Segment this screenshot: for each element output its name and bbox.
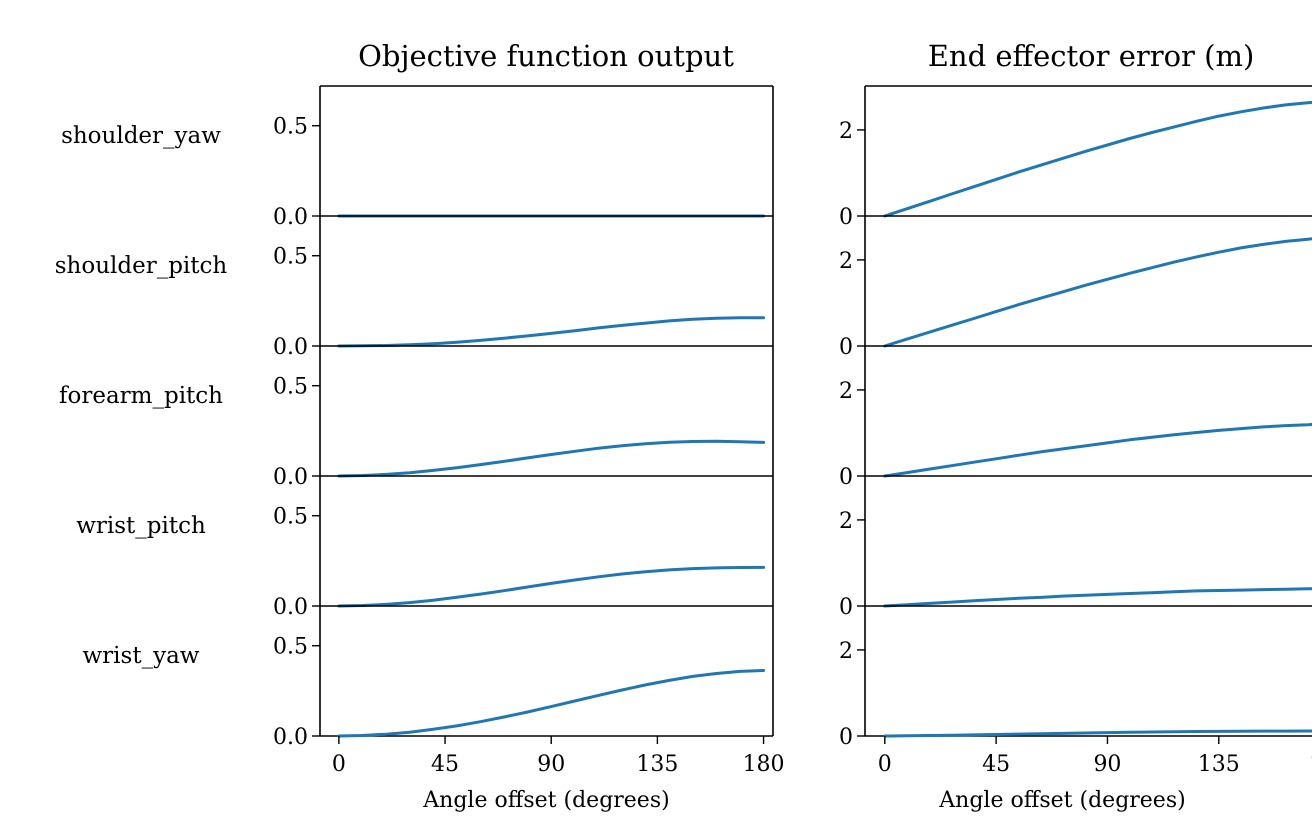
error-ytick-label-shoulder_pitch-0: 0 [839,335,853,360]
objective-ytick-label-shoulder_yaw-0: 0.0 [273,205,308,230]
objective-xtick-label-1: 45 [431,752,459,777]
error-ytick-label-shoulder_yaw-0: 0 [839,205,853,230]
error-series-line-wrist_yaw [883,729,1312,738]
objective-ytick-label-wrist_pitch-1: 0.5 [273,505,308,530]
error-ytick-label-wrist_yaw-1: 2 [839,639,853,664]
error-ytick-label-wrist_pitch-0: 0 [839,595,853,620]
objective-xtick-label-2: 90 [537,752,565,777]
error-ytick-label-shoulder_yaw-1: 2 [839,119,853,144]
error-ytick-label-wrist_yaw-0: 0 [839,725,853,750]
error-ytick-label-forearm_pitch-0: 0 [839,465,853,490]
objective-ytick-label-wrist_pitch-0: 0.0 [273,595,308,620]
objective-ytick-label-forearm_pitch-0: 0.0 [273,465,308,490]
error-series-line-wrist_pitch [883,587,1312,608]
objective-ytick-label-shoulder_yaw-1: 0.5 [273,115,308,140]
objective-ytick-label-wrist_yaw-1: 0.5 [273,635,308,660]
error-ytick-label-wrist_pitch-1: 2 [839,509,853,534]
objective-ytick-label-wrist_yaw-0: 0.0 [273,725,308,750]
objective-series-line-wrist_pitch [337,565,766,608]
error-series-line-shoulder_yaw [883,100,1312,218]
row-label-forearm_pitch: forearm_pitch [59,383,223,409]
objective-xtick-label-3: 135 [636,752,678,777]
objective-x-axis-label: Angle offset (degrees) [422,788,669,813]
objective-series-line-shoulder_pitch [337,316,766,348]
error-series-line-shoulder_pitch [883,237,1312,348]
row-label-wrist_pitch: wrist_pitch [76,513,206,539]
objective-ytick-label-forearm_pitch-1: 0.5 [273,375,308,400]
column-title-objective: Objective function output [358,39,734,73]
objective-ytick-label-shoulder_pitch-0: 0.0 [273,335,308,360]
error-xtick-label-1: 45 [982,752,1010,777]
objective-ytick-label-shoulder_pitch-1: 0.5 [273,245,308,270]
error-xtick-label-2: 90 [1093,752,1121,777]
objective-series-line-wrist_yaw [337,669,766,738]
error-xtick-label-3: 135 [1198,752,1240,777]
row-label-shoulder_pitch: shoulder_pitch [55,253,228,279]
objective-xtick-label-4: 180 [743,752,785,777]
error-series-line-forearm_pitch [883,422,1312,478]
error-xtick-label-4: 180 [1309,752,1312,777]
error-ytick-label-forearm_pitch-1: 2 [839,379,853,404]
error-xtick-label-0: 0 [878,752,892,777]
objective-xtick-label-0: 0 [332,752,346,777]
error-x-axis-label: Angle offset (degrees) [938,788,1185,813]
column-title-error: End effector error (m) [928,39,1255,73]
row-label-shoulder_yaw: shoulder_yaw [61,123,221,149]
objective-series-line-forearm_pitch [337,439,766,478]
error-ytick-label-shoulder_pitch-1: 2 [839,249,853,274]
row-label-wrist_yaw: wrist_yaw [83,643,200,669]
